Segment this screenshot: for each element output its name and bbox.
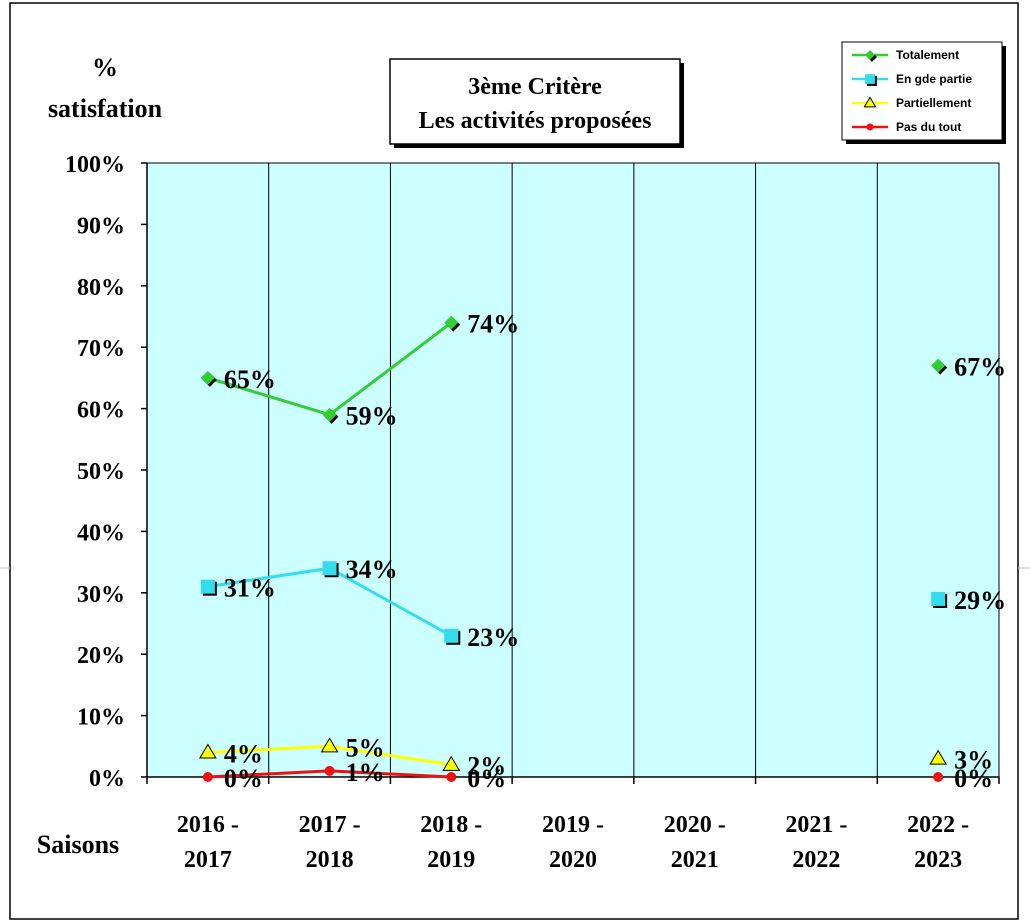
data-point — [933, 772, 944, 782]
x-tick-label-line1: 2019 - — [542, 812, 604, 838]
y-axis: 0% 10% 20% 30% 40% 50% 60% 70% 80% 90% 100% — [65, 152, 148, 792]
y-tick-label: 80% — [77, 275, 125, 301]
y-tick-label: 70% — [77, 336, 125, 362]
data-label: 3% — [954, 746, 993, 775]
data-label: 23% — [467, 623, 519, 652]
plot-area — [146, 162, 1000, 778]
y-tick-label: 20% — [77, 643, 125, 669]
x-tick-label-line1: 2022 - — [907, 812, 969, 838]
chart-title-line1: 3ème Critère — [468, 74, 602, 100]
data-label: 0% — [954, 764, 993, 793]
data-point — [444, 315, 459, 330]
data-point — [931, 358, 946, 373]
data-point — [322, 561, 337, 576]
data-label: 4% — [224, 739, 263, 768]
data-label: 31% — [224, 574, 276, 603]
data-label: 67% — [954, 353, 1006, 382]
y-axis-label-line1: % — [92, 53, 118, 82]
data-label: 2% — [467, 752, 506, 781]
data-point — [320, 737, 339, 753]
data-label: 5% — [346, 733, 385, 762]
legend-label: En gde partie — [896, 72, 972, 86]
legend-label: Totalement — [896, 48, 959, 62]
data-point — [446, 772, 457, 782]
gridlines — [268, 163, 878, 777]
y-axis-label-line2: satisfation — [48, 94, 163, 123]
legend-item: Pas du tout — [852, 120, 961, 134]
series-layer: 65%59%74%67%31%34%23%29%4% 5%2% 3%0% 1% 0% 0% — [198, 310, 1006, 793]
data-label: 0% — [467, 764, 506, 793]
legend-item: Partiellement — [852, 96, 971, 110]
data-label: 1% — [346, 758, 385, 787]
chart-title-line2: Les activités proposées — [419, 108, 652, 134]
y-tick-label: 90% — [77, 213, 125, 239]
series-en-gde-partie: 31% 34% 23% 29% — [200, 555, 1006, 652]
legend-swatch-marker — [865, 74, 875, 84]
data-label: 29% — [954, 586, 1006, 615]
x-tick-label-line1: 2017 - — [299, 812, 361, 838]
y-tick-label: 0% — [89, 766, 125, 792]
legend-item: Totalement — [852, 48, 959, 62]
legend-item: En gde partie — [852, 72, 972, 86]
x-tick-label-line1: 2018 - — [420, 812, 482, 838]
x-tick-label-line2: 2019 — [427, 847, 475, 873]
legend: Totalement En gde partie Partiellement Pas … — [852, 48, 972, 134]
data-point — [200, 579, 215, 594]
x-tick-label-line2: 2023 — [914, 847, 962, 873]
data-point — [322, 407, 337, 422]
data-point — [444, 628, 459, 643]
legend-label: Partiellement — [896, 96, 971, 110]
legend-swatch-marker — [863, 96, 877, 108]
y-tick-label: 50% — [77, 459, 125, 485]
title-box — [389, 58, 681, 145]
data-label: 34% — [346, 555, 398, 584]
x-tick-label-line1: 2016 - — [177, 812, 239, 838]
data-point — [324, 765, 335, 776]
y-tick-label: 40% — [77, 520, 125, 546]
x-tick-label-line1: 2020 - — [664, 812, 726, 838]
data-label: 65% — [224, 365, 276, 394]
x-axis: 2016 - 2017 2017 - 2018 2018 - 2019 2019 - 2020… — [146, 776, 1000, 873]
y-tick-label: 10% — [77, 705, 125, 731]
data-point — [202, 772, 213, 782]
y-tick-label: 30% — [77, 582, 125, 608]
x-axis-label: Saisons — [37, 830, 119, 859]
data-point — [929, 749, 948, 765]
data-label: 74% — [467, 310, 519, 339]
legend-swatch-marker — [865, 50, 875, 60]
data-label: 0% — [224, 764, 263, 793]
x-tick-label-line2: 2018 — [306, 847, 354, 873]
y-tick-label: 100% — [65, 152, 125, 178]
data-point — [198, 743, 217, 759]
x-tick-label-line2: 2021 — [671, 847, 719, 873]
x-tick-label-line2: 2022 — [792, 847, 840, 873]
series-partiellement: 4% 5% 2% 3% — [198, 733, 993, 781]
series-totalement: 65% 59% 74% 67% — [200, 310, 1006, 431]
x-tick-label-line2: 2020 — [549, 847, 597, 873]
data-label: 59% — [346, 402, 398, 431]
legend-label: Pas du tout — [896, 120, 961, 134]
data-point — [931, 591, 946, 606]
legend-swatch-marker — [866, 123, 874, 131]
data-point — [200, 370, 215, 385]
x-tick-label-line2: 2017 — [184, 847, 232, 873]
series-pas-du-tout: 0% 1% 0% 0% — [202, 758, 993, 793]
x-tick-label-line1: 2021 - — [785, 812, 847, 838]
data-point — [442, 755, 461, 771]
y-tick-label: 60% — [77, 398, 125, 424]
